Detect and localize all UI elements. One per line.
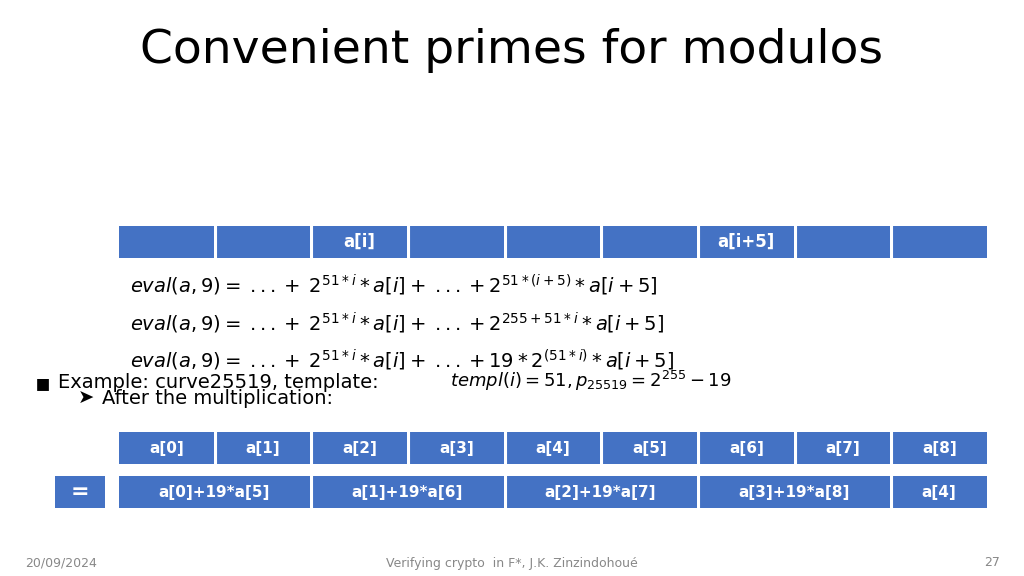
Bar <box>506 432 600 464</box>
Text: a[2]: a[2] <box>342 441 377 456</box>
Text: a[8]: a[8] <box>923 441 957 456</box>
Bar <box>312 432 407 464</box>
Text: Convenient primes for modulos: Convenient primes for modulos <box>140 28 884 73</box>
Bar <box>796 432 890 464</box>
Text: Example: curve25519, template:: Example: curve25519, template: <box>58 373 385 392</box>
Bar <box>602 432 697 464</box>
Bar <box>892 432 987 464</box>
Bar <box>216 432 310 464</box>
Text: $eval(a, 9) = \;...+ \;2^{51*i} * a[i] + \;...+ 2^{51*(i+5)} * a[i + 5]$: $eval(a, 9) = \;...+ \;2^{51*i} * a[i] +… <box>130 272 657 298</box>
Text: a[4]: a[4] <box>536 441 570 456</box>
Bar <box>699 226 794 258</box>
Text: a[0]: a[0] <box>148 441 183 456</box>
Bar <box>506 476 697 508</box>
Text: a[5]: a[5] <box>632 441 667 456</box>
Bar <box>602 226 697 258</box>
Text: a[1]: a[1] <box>246 441 281 456</box>
Text: a[3]: a[3] <box>439 441 474 456</box>
Text: a[2]+19*a[7]: a[2]+19*a[7] <box>545 484 656 499</box>
Bar <box>796 226 890 258</box>
Bar <box>216 226 310 258</box>
Text: Verifying crypto  in F*, J.K. Zinzindohoué: Verifying crypto in F*, J.K. Zinzindohou… <box>386 556 638 570</box>
Bar <box>118 226 988 258</box>
Bar <box>119 432 214 464</box>
Bar <box>699 432 794 464</box>
Bar <box>55 476 105 508</box>
Text: After the multiplication:: After the multiplication: <box>102 388 333 407</box>
Text: a[0]+19*a[5]: a[0]+19*a[5] <box>158 484 269 499</box>
Bar <box>892 476 987 508</box>
Text: a[1]+19*a[6]: a[1]+19*a[6] <box>351 484 463 499</box>
Text: 27: 27 <box>984 556 1000 570</box>
Text: $templ(i) = 51, p_{25519} = 2^{255} - 19$: $templ(i) = 51, p_{25519} = 2^{255} - 19… <box>450 369 731 393</box>
Text: a[i]: a[i] <box>344 233 376 251</box>
Text: $eval(a, 9) = \;...+ \;2^{51*i} * a[i] + \;...+ 2^{255+51*i} * a[i + 5]$: $eval(a, 9) = \;...+ \;2^{51*i} * a[i] +… <box>130 310 665 336</box>
Bar <box>409 226 504 258</box>
Text: ▪: ▪ <box>35 371 51 395</box>
Text: 20/09/2024: 20/09/2024 <box>25 556 97 570</box>
Text: a[3]+19*a[8]: a[3]+19*a[8] <box>738 484 849 499</box>
Bar <box>892 226 987 258</box>
Bar <box>119 476 310 508</box>
Bar <box>312 226 407 258</box>
Text: a[7]: a[7] <box>825 441 860 456</box>
Text: a[6]: a[6] <box>729 441 764 456</box>
Text: $eval(a, 9) = \;...+ \;2^{51*i} * a[i] + \;...+ 19 * 2^{(51*i)} * a[i + 5]$: $eval(a, 9) = \;...+ \;2^{51*i} * a[i] +… <box>130 347 674 373</box>
Bar <box>506 226 600 258</box>
Bar <box>119 226 214 258</box>
Text: ➤: ➤ <box>78 388 94 407</box>
Text: a[i+5]: a[i+5] <box>718 233 775 251</box>
Text: =: = <box>71 482 89 502</box>
Bar <box>699 476 890 508</box>
Text: a[4]: a[4] <box>922 484 956 499</box>
Bar <box>409 432 504 464</box>
Bar <box>312 476 504 508</box>
